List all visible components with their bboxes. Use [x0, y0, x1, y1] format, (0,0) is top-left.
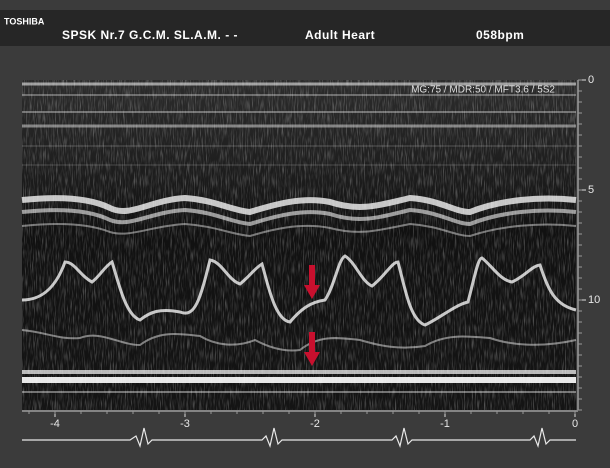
preset: SPSK Nr.7 G.C.M. SL.A.M. - -	[62, 28, 238, 42]
settings: MG:75 / MDR:50 / MFT3.6 / 5S2	[411, 85, 555, 96]
application: Adult Heart	[305, 28, 375, 42]
heart-rate: 058bpm	[476, 28, 524, 42]
time-label: -1	[440, 418, 450, 430]
time-label: -4	[50, 418, 60, 430]
time-label: -3	[180, 418, 190, 430]
m-mode-image: MG:75 / MDR:50 / MFT3.6 / 5S2	[22, 80, 576, 410]
depth-label: 0	[588, 74, 594, 86]
speckle	[22, 80, 576, 410]
depth-label: 5	[588, 184, 594, 196]
screen: TOSHIBA SPSK Nr.7 G.C.M. SL.A.M. - - Adu…	[0, 0, 610, 468]
time-label: -2	[310, 418, 320, 430]
brand: TOSHIBA	[4, 16, 45, 26]
depth-label: 10	[588, 294, 600, 306]
time-label: 0	[572, 418, 578, 430]
